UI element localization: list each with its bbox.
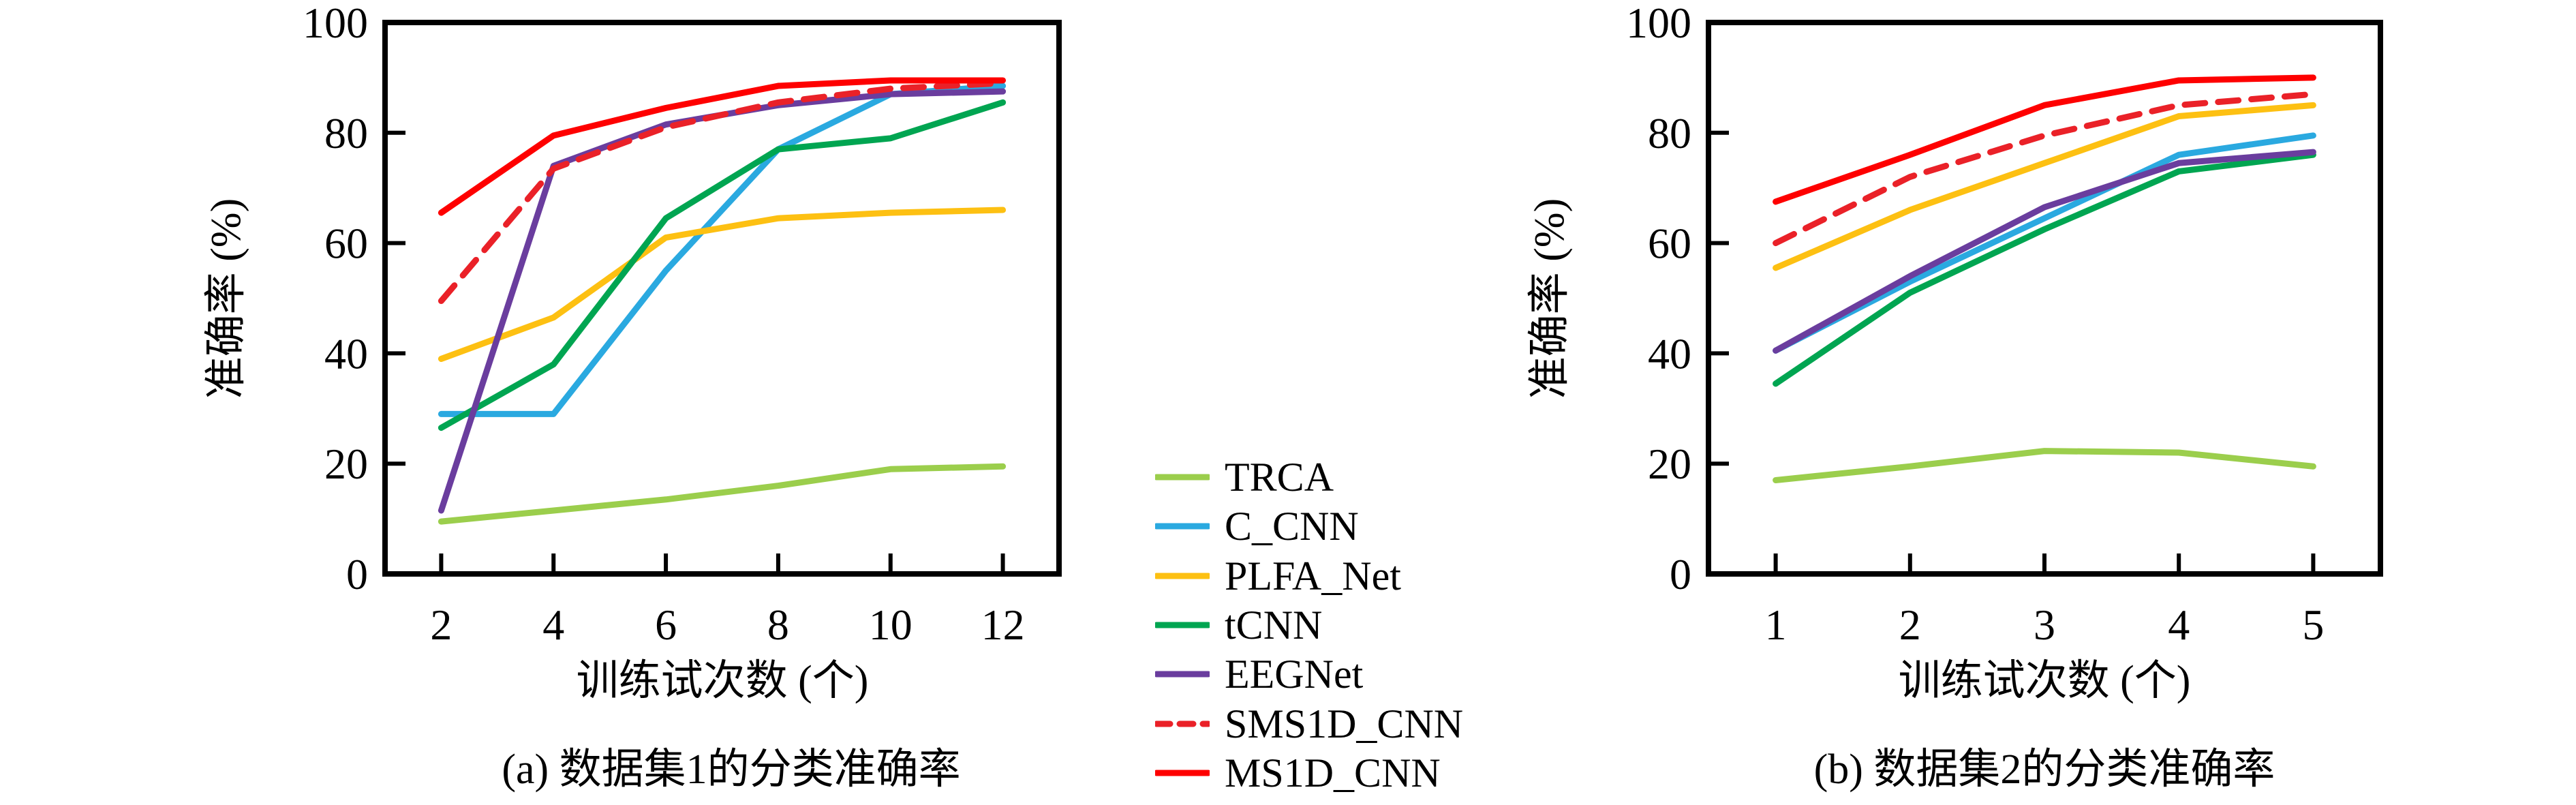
chart-b-y-tick-label: 0	[1670, 550, 1691, 598]
chart-b-x-tick-label: 5	[2302, 601, 2324, 649]
chart-a-caption: (a) 数据集1的分类准确率	[502, 746, 961, 793]
legend-label: SMS1D_CNN	[1225, 701, 1464, 746]
legend-item-plfa-net: PLFA_Net	[1155, 551, 1463, 601]
chart-b-series-sms1d-cnn	[1773, 91, 2316, 247]
chart-b-caption: (b) 数据集2的分类准确率	[1813, 746, 2275, 793]
chart-a-series-sms1d-cnn	[438, 80, 1007, 305]
chart-b-series-tcnn	[1773, 151, 2316, 387]
legend-label: PLFA_Net	[1225, 553, 1401, 598]
legend-swatch-eegnet	[1155, 671, 1210, 678]
legend-label: tCNN	[1225, 603, 1323, 648]
legend: TRCA C_CNN PLFA_Net tCNN EEGNet SMS1D_CNN MS1D…	[1155, 453, 1463, 798]
chart-b-y-axis-label: 准确率 (%)	[1527, 198, 1573, 399]
chart-b-series-eegnet	[1773, 149, 2316, 354]
chart-b-series-plfa-net	[1773, 102, 2316, 271]
legend-swatch-c-cnn	[1155, 523, 1210, 530]
chart-a-y-tick-label: 100	[303, 0, 368, 47]
legend-item-sms1d-cnn: SMS1D_CNN	[1155, 699, 1463, 748]
chart-a-y-tick-label: 80	[324, 109, 368, 157]
chart-b-y-tick-label: 100	[1626, 0, 1691, 47]
chart-b-x-tick-label: 4	[2168, 601, 2190, 649]
chart-b-y-tick-label: 60	[1648, 219, 1691, 268]
chart-a-series-trca	[438, 463, 1007, 525]
legend-swatch-trca	[1155, 474, 1210, 481]
chart-a-series-tcnn	[438, 99, 1007, 431]
legend-swatch-plfa-net	[1155, 573, 1210, 579]
chart-b-y-tick-label: 40	[1648, 329, 1691, 378]
chart-a-y-axis-label: 准确率 (%)	[203, 198, 249, 399]
legend-swatch-tcnn	[1155, 622, 1210, 628]
chart-b-series-ms1d-cnn	[1773, 74, 2316, 205]
chart-a-x-tick-label: 8	[767, 601, 789, 649]
chart-a-plot-border	[382, 20, 1062, 577]
chart-a-series-ms1d-cnn	[438, 77, 1007, 216]
chart-a-y-tick-label: 20	[324, 440, 368, 488]
legend-swatch-sms1d-cnn	[1155, 720, 1210, 727]
chart-a-series-plfa-net	[438, 207, 1007, 362]
chart-b-x-axis-label: 训练试次数 (个)	[1898, 658, 2191, 704]
legend-item-tcnn: tCNN	[1155, 601, 1463, 650]
chart-a-x-axis-label: 训练试次数 (个)	[576, 658, 869, 704]
legend-label: C_CNN	[1225, 504, 1359, 549]
legend-label: TRCA	[1225, 455, 1334, 500]
chart-a-y-tick-label: 60	[324, 219, 368, 268]
legend-item-ms1d-cnn: MS1D_CNN	[1155, 748, 1463, 798]
chart-a-y-tick-label: 0	[346, 550, 368, 598]
chart-a-x-tick-label: 10	[869, 601, 913, 649]
legend-item-eegnet: EEGNet	[1155, 650, 1463, 699]
legend-item-c-cnn: C_CNN	[1155, 502, 1463, 551]
chart-b-series-trca	[1773, 448, 2316, 483]
chart-a-x-tick-label: 12	[981, 601, 1025, 649]
chart-b-x-tick-label: 1	[1765, 601, 1787, 649]
legend-item-trca: TRCA	[1155, 453, 1463, 502]
chart-b-series-c-cnn	[1773, 132, 2316, 354]
legend-swatch-ms1d-cnn	[1155, 770, 1210, 776]
legend-label: EEGNet	[1225, 652, 1364, 697]
legend-label: MS1D_CNN	[1225, 750, 1441, 795]
chart-b-x-tick-label: 3	[2034, 601, 2055, 649]
chart-b-y-tick-label: 20	[1648, 440, 1691, 488]
chart-b-x-tick-label: 2	[1899, 601, 1921, 649]
chart-a-x-tick-label: 4	[542, 601, 564, 649]
chart-a-x-tick-label: 2	[430, 601, 452, 649]
chart-a-x-tick-label: 6	[655, 601, 677, 649]
chart-b-y-tick-label: 80	[1648, 109, 1691, 157]
chart-a-y-tick-label: 40	[324, 329, 368, 378]
